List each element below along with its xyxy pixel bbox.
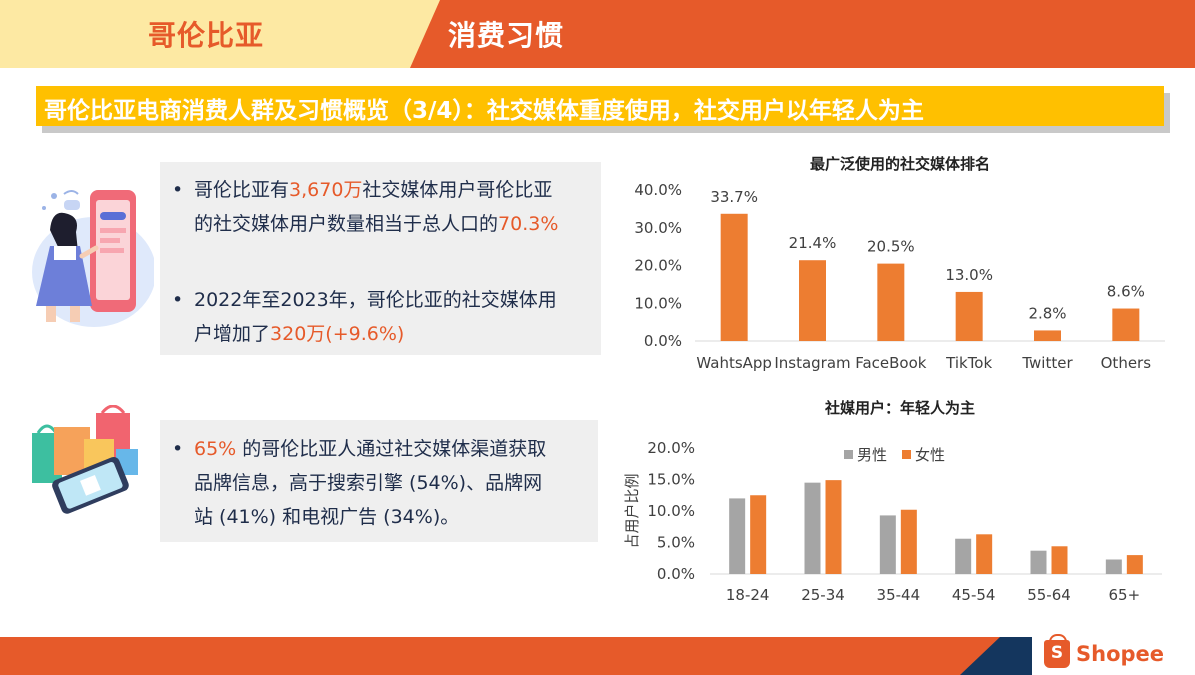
y-tick-label: 5.0% [657, 534, 695, 552]
y-tick-label: 20.0% [634, 257, 682, 275]
bar-male [1030, 550, 1047, 574]
logo-text: Shopee [1076, 642, 1165, 666]
bar [955, 291, 983, 341]
x-tick-label: 35-44 [877, 586, 921, 604]
legend-label: 女性 [915, 446, 945, 464]
y-tick-label: 20.0% [647, 439, 695, 457]
bullet-line: 2022年至2023年，哥伦比亚的社交媒体用 [194, 283, 557, 317]
y-tick-label: 10.0% [647, 502, 695, 520]
data-label: 33.7% [710, 188, 758, 206]
highlight-text: 3,670万 [289, 179, 363, 201]
x-tick-label: FaceBook [855, 354, 927, 372]
bar-male [879, 515, 896, 574]
x-tick-label: Twitter [1021, 354, 1073, 372]
bullet-item: • 2022年至2023年，哥伦比亚的社交媒体用 户增加了320万(+9.6%) [172, 283, 557, 351]
shopee-bag-icon: S [1044, 640, 1070, 668]
bullet-text: 品牌信息，高于搜索引擎 (54%)、品牌网 [194, 472, 543, 494]
age-gender-chart: 0.0% 5.0% 10.0% 15.0% 20.0% 占用户比例 18-24 25-34 35… [623, 439, 1162, 604]
x-tick-label: 45-54 [952, 586, 996, 604]
bar-female [1051, 546, 1068, 574]
highlight-text: 70.3% [498, 213, 559, 235]
header-country-title: 哥伦比亚 [148, 19, 265, 52]
bar [1034, 330, 1061, 341]
bar-female [976, 534, 993, 574]
y-tick-label: 40.0% [634, 181, 682, 199]
header-section-title: 消费习惯 [448, 19, 565, 52]
bullet-line: 户增加了320万(+9.6%) [194, 317, 557, 351]
x-tick-label: Others [1101, 354, 1152, 372]
y-tick-label: 30.0% [634, 219, 682, 237]
bullet-line: 的社交媒体用户数量相当于总人口的70.3% [194, 207, 558, 241]
x-tick-label: 65+ [1109, 586, 1141, 604]
bullet-item: • 哥伦比亚有3,670万社交媒体用户哥伦比亚 的社交媒体用户数量相当于总人口的70… [172, 173, 558, 241]
bar [720, 213, 748, 341]
data-label: 2.8% [1028, 304, 1066, 322]
bullet-text: 社交媒体用户哥伦比亚 [362, 179, 553, 201]
bar-female [900, 509, 917, 574]
legend-swatch [902, 450, 911, 459]
header-left-panel [0, 0, 440, 68]
highlight-text: 65% [194, 438, 237, 460]
bullet-line: 65% 的哥伦比亚人通过社交媒体渠道获取 [194, 432, 546, 466]
highlight-text: 320万(+9.6%) [270, 323, 405, 345]
data-label: 20.5% [867, 238, 915, 256]
bullet-dot: • [172, 438, 184, 460]
bar-female [1126, 555, 1143, 574]
shopee-logo: S Shopee [1032, 630, 1195, 675]
bullet-text: 的社交媒体用户数量相当于总人口的 [194, 213, 499, 235]
bullet-dot: • [172, 179, 184, 201]
chart2-title: 社媒用户：年轻人为主 [824, 399, 975, 417]
bar-female [750, 495, 767, 574]
x-tick-label: 18-24 [726, 586, 770, 604]
y-tick-label: 15.0% [647, 471, 695, 489]
bullet-text: 的哥伦比亚人通过社交媒体渠道获取 [236, 438, 547, 460]
page-title-banner: 哥伦比亚电商消费人群及习惯概览（3/4）：社交媒体重度使用，社交用户以年轻人为主 [36, 86, 1164, 126]
woman-phone-illustration [32, 190, 154, 327]
x-tick-label: 55-64 [1027, 586, 1071, 604]
info-box-social-users: • 哥伦比亚有3,670万社交媒体用户哥伦比亚 的社交媒体用户数量相当于总人口的70… [160, 162, 601, 355]
bar [1112, 308, 1140, 341]
x-tick-label: 25-34 [801, 586, 845, 604]
page-title: 哥伦比亚电商消费人群及习惯概览（3/4）：社交媒体重度使用，社交用户以年轻人为主 [44, 98, 924, 124]
y-tick-label: 0.0% [657, 565, 695, 583]
info-box-brand-info: • 65% 的哥伦比亚人通过社交媒体渠道获取品牌信息，高于搜索引擎 (54%)、品… [160, 420, 598, 542]
bullet-dot: • [172, 289, 184, 311]
bar-male [955, 538, 972, 574]
x-tick-label: TikTok [945, 354, 992, 372]
social-media-ranking-chart: 0.0% 10.0% 20.0% 30.0% 40.0% 33.7% WahtsApp 21.… [634, 181, 1165, 372]
bullet-text: 站 (41%) 和电视广告 (34%)。 [194, 506, 460, 528]
legend-swatch [844, 450, 853, 459]
chart1-title: 最广泛使用的社交媒体排名 [809, 155, 990, 173]
bullet-text: 哥伦比亚有 [194, 179, 290, 201]
bar-male [729, 498, 746, 574]
bullet-line: 哥伦比亚有3,670万社交媒体用户哥伦比亚 [194, 173, 558, 207]
y-axis-label: 占用户比例 [623, 473, 641, 548]
data-label: 13.0% [945, 266, 993, 284]
bar [799, 260, 826, 341]
x-tick-label: WahtsApp [696, 354, 772, 372]
bullet-line: 站 (41%) 和电视广告 (34%)。 [194, 500, 546, 534]
bullet-line: 品牌信息，高于搜索引擎 (54%)、品牌网 [194, 466, 546, 500]
header-right-panel [410, 0, 1195, 68]
bullet-text: 2022年至2023年，哥伦比亚的社交媒体用 [194, 289, 557, 311]
x-tick-label: Instagram [774, 354, 850, 372]
y-tick-label: 10.0% [634, 294, 682, 312]
bar-male [804, 482, 821, 574]
shopping-phone-illustration [32, 405, 138, 514]
bar-female [825, 480, 842, 574]
data-label: 21.4% [789, 234, 837, 252]
data-label: 8.6% [1107, 283, 1145, 301]
bullet-item: • 65% 的哥伦比亚人通过社交媒体渠道获取品牌信息，高于搜索引擎 (54%)、品… [172, 432, 546, 534]
bar-male [1105, 559, 1122, 574]
woman-dress [36, 246, 92, 306]
legend-label: 男性 [857, 446, 887, 464]
y-tick-label: 0.0% [644, 332, 682, 350]
bullet-text: 户增加了 [194, 323, 271, 345]
bar [877, 263, 905, 341]
